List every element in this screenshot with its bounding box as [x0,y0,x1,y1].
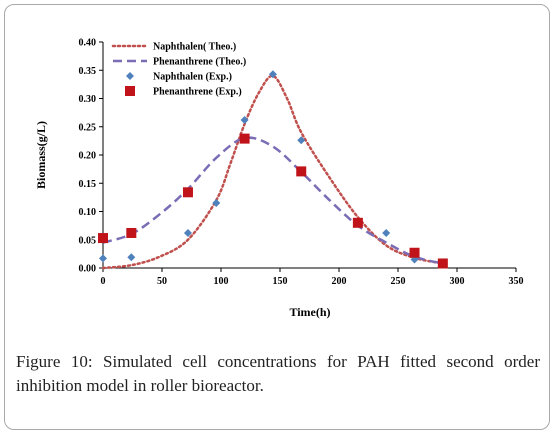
series-4 [98,133,448,269]
caption-text: Simulated cell concentrations for PAH fi… [16,352,540,395]
data-point [296,166,307,177]
x-tick-label: 300 [450,276,465,287]
series-line [101,74,445,270]
data-point [239,133,250,144]
data-point [437,258,448,269]
x-axis-title: Time(h) [289,305,330,319]
series-2 [102,136,444,265]
data-point [240,115,249,124]
x-tick-label: 350 [509,276,524,287]
x-axis-ticks: 0 50 100 150 200 250 300 350 [101,268,524,287]
y-axis-title: Biomass(g/L) [34,121,48,189]
legend-label: Phenanthrene (Exp.) [153,87,242,98]
x-tick-label: 100 [214,276,229,287]
caption-label: Figure 10: [16,352,93,371]
y-tick-label: 0.00 [79,264,97,275]
legend-label: Naphthalen( Theo.) [153,42,236,53]
data-point [297,136,306,145]
legend-swatch [125,86,135,96]
data-point [268,70,277,79]
x-tick-label: 150 [273,276,288,287]
legend: Naphthalen( Theo.) Phenanthrene (Theo.) Na… [111,42,246,98]
x-tick-label: 200 [332,276,347,287]
y-tick-label: 0.35 [79,66,97,77]
data-point [352,217,363,228]
legend-label: Phenanthrene (Theo.) [153,57,246,68]
x-tick-label: 250 [391,276,406,287]
series-line [102,136,444,265]
chart: 0.00 0.05 0.10 0.15 0.20 0.25 0.30 0.35 0.40 0 50… [34,38,524,320]
data-point [212,199,221,208]
y-tick-label: 0.25 [79,122,97,133]
y-axis-ticks: 0.00 0.05 0.10 0.15 0.20 0.25 0.30 0.35 0.40 [79,38,103,275]
x-tick-label: 50 [157,276,167,287]
data-point [182,187,193,198]
x-tick-label: 0 [101,276,106,287]
figure-caption: Figure 10: Simulated cell concentrations… [16,350,540,398]
legend-label: Naphthalen (Exp.) [153,72,232,83]
data-point [127,253,136,262]
y-tick-label: 0.05 [79,235,97,246]
series-1 [101,74,445,270]
y-tick-label: 0.15 [79,179,97,190]
y-tick-label: 0.20 [79,151,97,162]
data-point [99,254,107,263]
y-tick-label: 0.30 [79,94,97,105]
y-tick-label: 0.40 [79,38,97,49]
figure-frame [4,4,550,430]
series-layer [98,70,448,270]
data-point [98,233,108,244]
y-tick-label: 0.10 [79,207,97,218]
data-point [409,247,420,258]
legend-swatch [126,72,134,80]
data-point [126,227,137,238]
data-point [382,228,391,237]
data-point [183,228,192,237]
